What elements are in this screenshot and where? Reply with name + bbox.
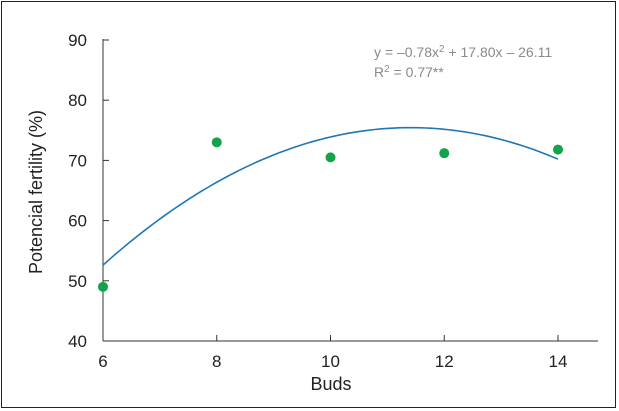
data-point [211,137,222,148]
r2-superscript: 2 [384,64,390,75]
equation-superscript: 2 [439,44,445,55]
x-tick-label: 12 [435,352,454,371]
y-tick-label: 40 [68,332,87,351]
equation-prefix: y = –0.78x [374,44,439,60]
data-point [553,144,563,155]
data-points [98,137,563,292]
x-tick-label: 8 [212,352,221,371]
data-point [325,152,336,163]
y-tick-label: 70 [68,151,87,170]
axes: 40 50 60 70 80 90 6 8 10 12 14 [68,31,598,371]
y-tick-label: 50 [68,272,87,291]
data-point [98,281,108,292]
y-tick-label: 60 [68,212,87,231]
y-tick-label: 90 [68,31,87,50]
x-tick-label: 10 [321,352,340,371]
r2-suffix: = 0.77** [390,64,445,80]
r2-prefix: R [374,64,384,80]
x-tick-label: 14 [549,352,568,371]
x-tick-label: 6 [98,352,107,371]
trendline [102,126,559,266]
equation-suffix: + 17.80x – 26.11 [445,44,553,60]
trendline-equation: y = –0.78x2 + 17.80x – 26.11 [374,44,552,60]
x-axis-title: Buds [310,374,351,394]
y-axis-title: Potencial fertility (%) [26,110,46,274]
data-point [439,148,450,159]
y-tick-label: 80 [68,91,87,110]
r-squared-label: R2 = 0.77** [374,64,444,80]
